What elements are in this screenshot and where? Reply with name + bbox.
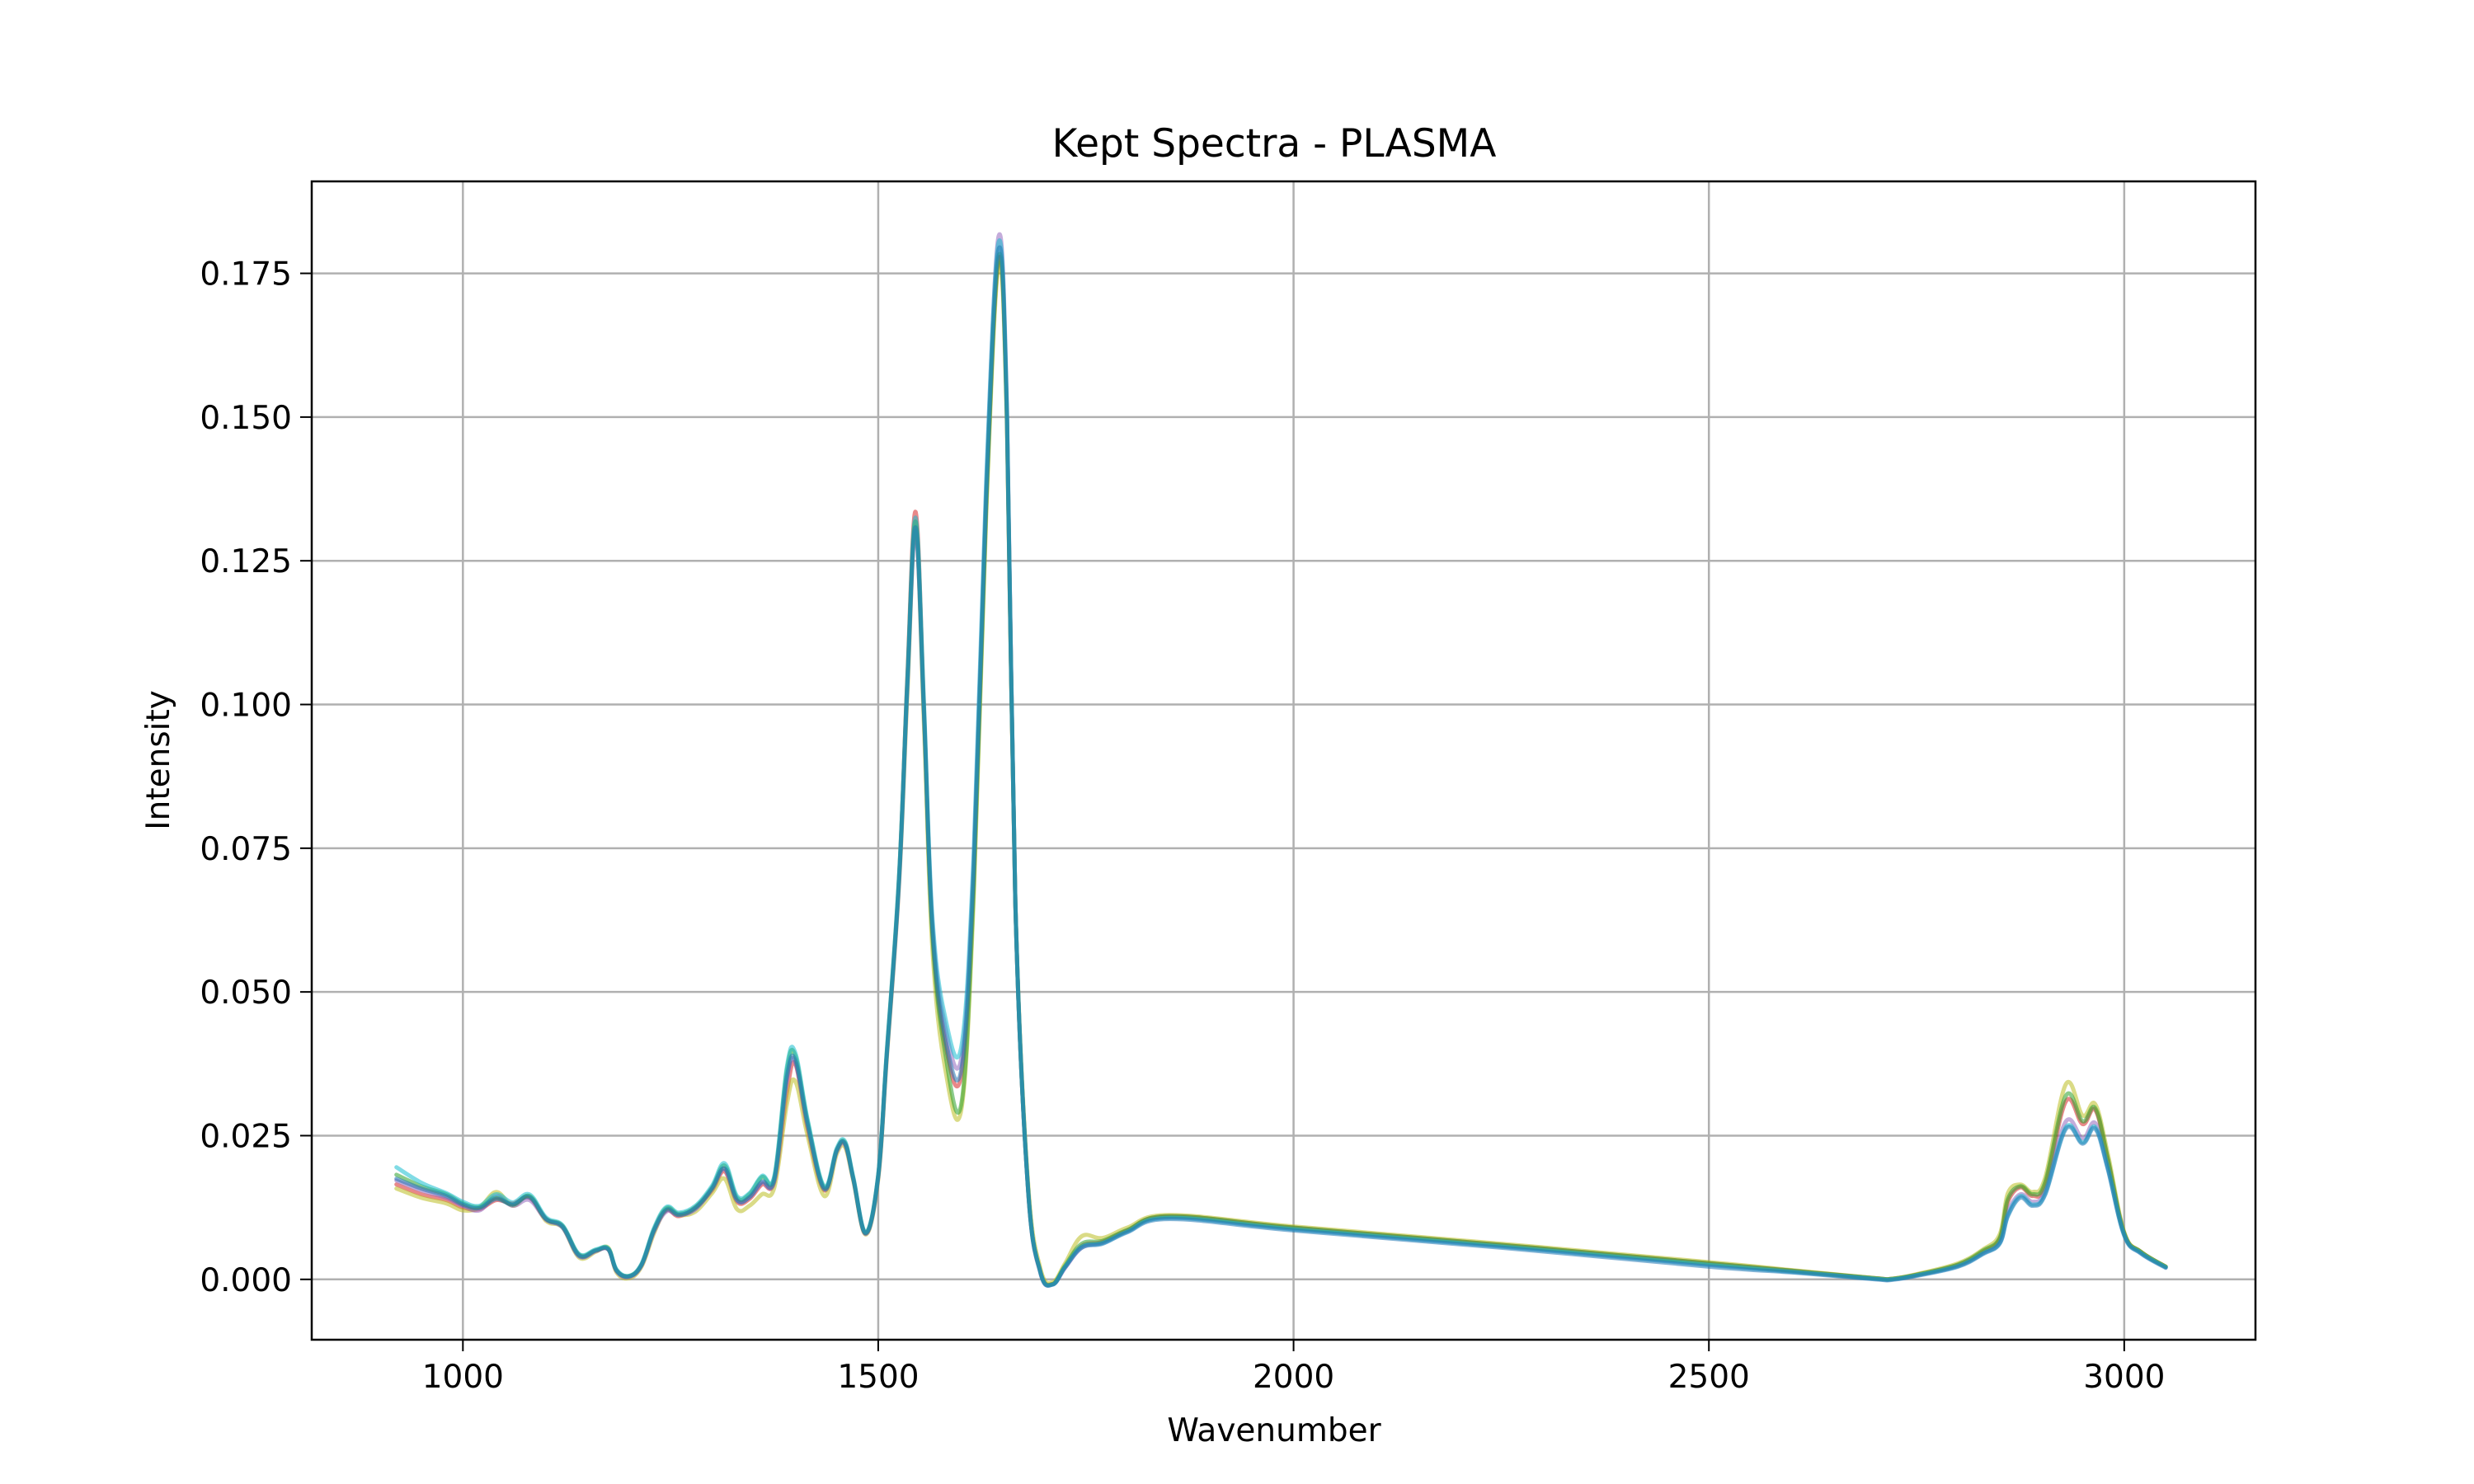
x-tick-label: 3000 [2083,1359,2165,1396]
y-tick-label: 0.025 [200,1118,292,1155]
y-tick-label: 0.150 [200,400,292,437]
y-axis-ticks: 0.000 0.025 0.050 0.075 0.100 0.125 0.150 0.175 [200,256,312,1299]
y-tick-label: 0.100 [200,688,292,725]
x-tick-label: 2000 [1253,1359,1334,1396]
x-axis-label: Wavenumber [1167,1412,1381,1449]
y-tick-label: 0.125 [200,543,292,580]
y-axis-label: Intensity [140,690,177,830]
spectrum-line-6 [394,245,2168,1288]
y-tick-label: 0.075 [200,831,292,868]
y-tick-label: 0.000 [200,1262,292,1299]
y-tick-label: 0.175 [200,256,292,294]
x-tick-label: 2500 [1668,1359,1750,1396]
plot-frame [310,180,2257,1341]
x-tick-label: 1500 [837,1359,919,1396]
series-layer [394,232,2168,1289]
y-tick-label: 0.050 [200,974,292,1012]
x-tick-label: 1000 [422,1359,504,1396]
grid-lines [312,181,2255,1340]
x-axis-ticks: 1000 1500 2000 2500 3000 [422,1340,2165,1396]
chart-title: Kept Spectra - PLASMA [1052,121,1497,167]
